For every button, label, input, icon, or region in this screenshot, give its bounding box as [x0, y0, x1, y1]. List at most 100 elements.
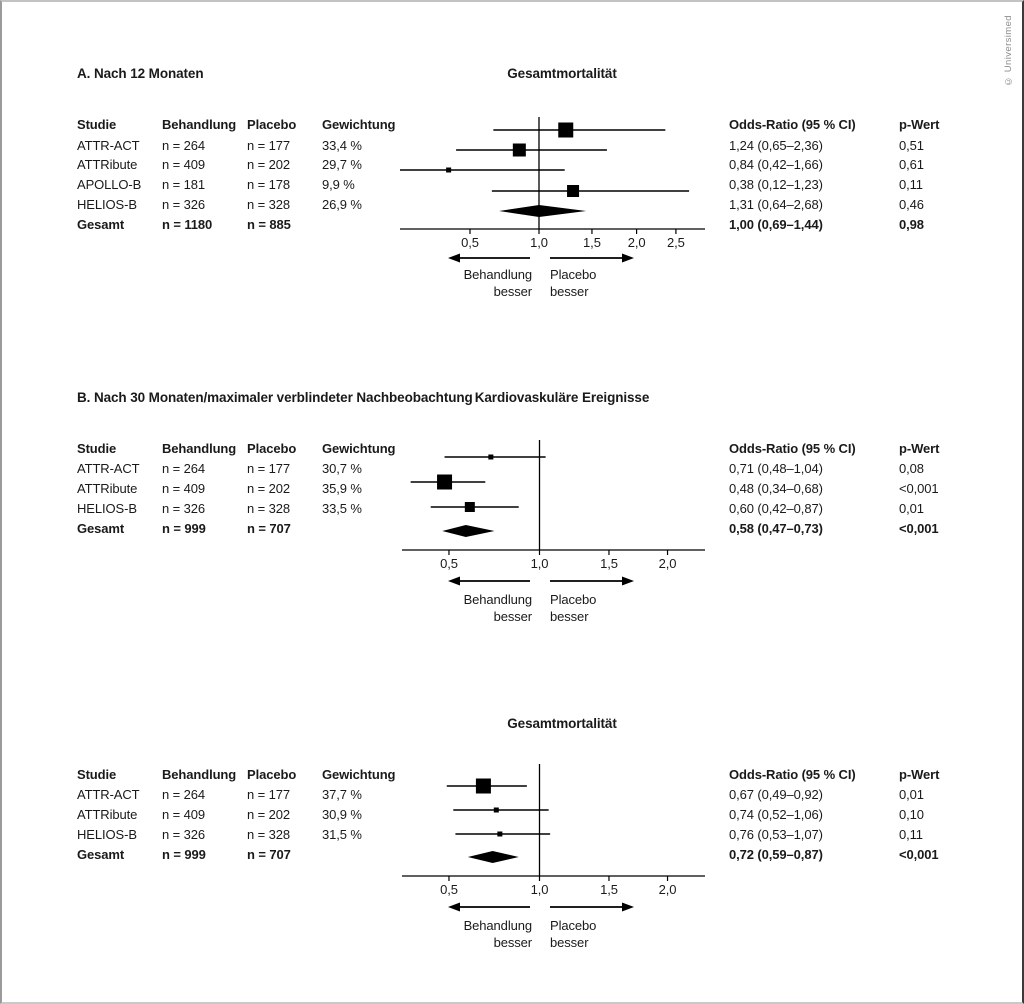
odds-ratio-cell: 0,60 (0,42–0,87) — [729, 501, 823, 516]
or-marker — [446, 167, 452, 173]
arrow-label-left: besser — [494, 935, 533, 950]
summary-diamond — [499, 205, 587, 217]
odds-ratio-cell: 0,72 (0,59–0,87) — [729, 847, 823, 862]
treatment-n-cell: n = 181 — [162, 177, 206, 192]
or-marker — [497, 831, 503, 837]
placebo-n-cell: n = 177 — [247, 787, 291, 802]
panel-a-plot-title: Gesamtmortalität — [507, 66, 617, 81]
placebo-n-cell: n = 707 — [247, 847, 291, 862]
study-name-cell: Gesamt — [77, 217, 125, 232]
study-name-cell: HELIOS-B — [77, 197, 137, 212]
study-name-cell: Gesamt — [77, 847, 125, 862]
axis-tick-label: 2,5 — [667, 235, 685, 250]
or-marker — [493, 807, 499, 813]
placebo-n-cell: n = 202 — [247, 157, 291, 172]
axis-arrow-right-head — [622, 253, 634, 263]
axis-tick-label: 1,5 — [583, 235, 601, 250]
axis-tick-label: 0,5 — [440, 556, 458, 571]
p-value-cell: 0,11 — [899, 827, 923, 842]
study-name-cell: ATTRibute — [77, 157, 138, 172]
odds-ratio-cell: 0,67 (0,49–0,92) — [729, 787, 823, 802]
p-value-cell: <0,001 — [899, 521, 939, 536]
arrow-label-left: besser — [494, 284, 533, 299]
p-value-cell: 0,61 — [899, 157, 924, 172]
panel-b2-plot-title: Gesamtmortalität — [507, 716, 617, 731]
column-header-gewichtung: Gewichtung — [322, 117, 396, 132]
p-value-cell: <0,001 — [899, 847, 939, 862]
arrow-label-left: Behandlung — [464, 918, 532, 933]
or-marker — [464, 502, 475, 512]
study-name-cell: ATTR-ACT — [77, 138, 140, 153]
placebo-n-cell: n = 328 — [247, 197, 291, 212]
panel-b-label: B. Nach 30 Monaten/maximaler verblindete… — [77, 390, 473, 405]
treatment-n-cell: n = 326 — [162, 501, 206, 516]
study-name-cell: Gesamt — [77, 521, 125, 536]
treatment-n-cell: n = 264 — [162, 138, 206, 153]
column-header-odds-ratio: Odds-Ratio (95 % CI) — [729, 767, 856, 782]
treatment-n-cell: n = 1180 — [162, 217, 213, 232]
axis-tick-label: 2,0 — [659, 556, 677, 571]
placebo-n-cell: n = 177 — [247, 461, 291, 476]
weight-cell: 33,4 % — [322, 138, 362, 153]
weight-cell: 31,5 % — [322, 827, 362, 842]
treatment-n-cell: n = 409 — [162, 157, 206, 172]
odds-ratio-cell: 0,58 (0,47–0,73) — [729, 521, 823, 536]
weight-cell: 30,9 % — [322, 807, 362, 822]
treatment-n-cell: n = 264 — [162, 461, 206, 476]
column-header-gewichtung: Gewichtung — [322, 441, 396, 456]
placebo-n-cell: n = 328 — [247, 827, 291, 842]
column-header-studie: Studie — [77, 117, 117, 132]
arrow-label-right: Placebo — [550, 592, 596, 607]
panel-b-plot-title: Kardiovaskuläre Ereignisse — [474, 390, 650, 405]
study-name-cell: ATTRibute — [77, 807, 138, 822]
or-marker — [488, 454, 494, 460]
p-value-cell: 0,01 — [899, 501, 924, 516]
or-marker — [475, 778, 491, 794]
treatment-n-cell: n = 999 — [162, 847, 206, 862]
placebo-n-cell: n = 885 — [247, 217, 291, 232]
placebo-n-cell: n = 202 — [247, 807, 291, 822]
axis-arrow-left-head — [448, 576, 460, 586]
weight-cell: 33,5 % — [322, 501, 362, 516]
study-name-cell: ATTR-ACT — [77, 787, 140, 802]
axis-tick-label: 1,0 — [530, 235, 548, 250]
treatment-n-cell: n = 264 — [162, 787, 206, 802]
weight-cell: 30,7 % — [322, 461, 362, 476]
weight-cell: 37,7 % — [322, 787, 362, 802]
axis-arrow-left-head — [448, 253, 460, 263]
p-value-cell: 0,11 — [899, 177, 923, 192]
study-name-cell: APOLLO-B — [77, 177, 142, 192]
study-name-cell: HELIOS-B — [77, 501, 137, 516]
odds-ratio-cell: 0,48 (0,34–0,68) — [729, 481, 823, 496]
column-header-studie: Studie — [77, 767, 117, 782]
column-header-placebo: Placebo — [247, 767, 297, 782]
or-marker — [437, 474, 453, 490]
placebo-n-cell: n = 707 — [247, 521, 291, 536]
column-header-behandlung: Behandlung — [162, 117, 237, 132]
weight-cell: 35,9 % — [322, 481, 362, 496]
p-value-cell: 0,01 — [899, 787, 924, 802]
p-value-cell: <0,001 — [899, 481, 939, 496]
arrow-label-left: Behandlung — [464, 592, 532, 607]
treatment-n-cell: n = 326 — [162, 827, 206, 842]
axis-tick-label: 1,0 — [531, 556, 549, 571]
axis-tick-label: 2,0 — [628, 235, 646, 250]
odds-ratio-cell: 0,38 (0,12–1,23) — [729, 177, 823, 192]
p-value-cell: 0,10 — [899, 807, 924, 822]
odds-ratio-cell: 1,31 (0,64–2,68) — [729, 197, 823, 212]
axis-tick-label: 2,0 — [659, 882, 677, 897]
or-marker — [558, 122, 574, 138]
odds-ratio-cell: 0,74 (0,52–1,06) — [729, 807, 823, 822]
treatment-n-cell: n = 326 — [162, 197, 206, 212]
column-header-behandlung: Behandlung — [162, 767, 237, 782]
axis-tick-label: 0,5 — [440, 882, 458, 897]
panel-a-label: A. Nach 12 Monaten — [77, 66, 204, 81]
study-name-cell: ATTRibute — [77, 481, 138, 496]
study-name-cell: HELIOS-B — [77, 827, 137, 842]
arrow-label-left: Behandlung — [464, 267, 532, 282]
placebo-n-cell: n = 202 — [247, 481, 291, 496]
p-value-cell: 0,51 — [899, 138, 924, 153]
or-marker — [567, 185, 580, 197]
treatment-n-cell: n = 999 — [162, 521, 206, 536]
